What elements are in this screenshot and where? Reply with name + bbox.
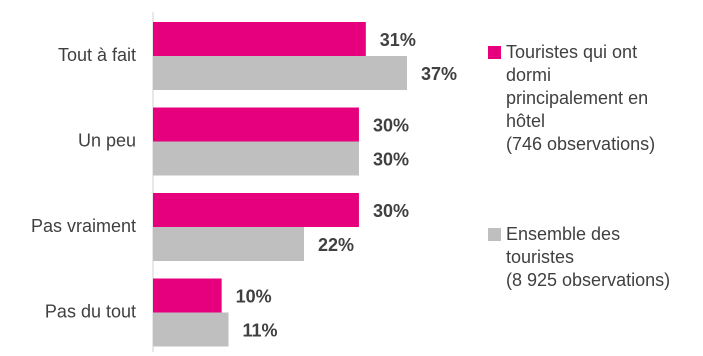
bar-hotel	[153, 22, 366, 56]
bar-ensemble	[153, 227, 305, 261]
category-label: Un peu	[78, 131, 136, 151]
legend-text: principalement en	[506, 88, 648, 108]
data-label: 10%	[236, 286, 272, 306]
legend-swatch	[488, 46, 501, 59]
category-labels: Tout à fait Un peu Pas vraiment Pas du tout	[31, 45, 136, 322]
legend-swatch	[488, 228, 501, 241]
category-label: Pas vraiment	[31, 216, 136, 236]
legend-text: dormi	[506, 65, 551, 85]
bar-hotel	[153, 278, 222, 313]
bar-hotel	[153, 107, 359, 142]
bar-ensemble	[153, 312, 229, 347]
data-label: 11%	[243, 320, 278, 340]
legend-text: Ensemble des	[506, 224, 620, 244]
data-label: 31%	[380, 30, 416, 50]
category-label: Pas du tout	[45, 302, 136, 322]
legend-text: hôtel	[506, 111, 545, 131]
bars-group	[153, 22, 407, 347]
legend-text: Touristes qui ont	[506, 42, 637, 62]
data-label: 22%	[318, 235, 354, 255]
bar-ensemble	[153, 56, 407, 90]
data-label: 30%	[373, 149, 409, 169]
legend: Touristes qui ont dormi principalement en h…	[488, 42, 670, 290]
bar-ensemble	[153, 141, 359, 176]
bar-hotel	[153, 193, 359, 227]
legend-text: touristes	[506, 247, 574, 267]
data-label: 37%	[421, 64, 457, 84]
value-labels: 31%37% 30% 30% 30% 22% 10% 11%	[236, 30, 457, 341]
legend-text: (746 observations)	[506, 134, 655, 154]
category-label: Tout à fait	[58, 45, 136, 65]
data-label: 30%	[373, 201, 409, 221]
data-label: 30%	[373, 115, 409, 135]
legend-text: (8 925 observations)	[506, 270, 670, 290]
